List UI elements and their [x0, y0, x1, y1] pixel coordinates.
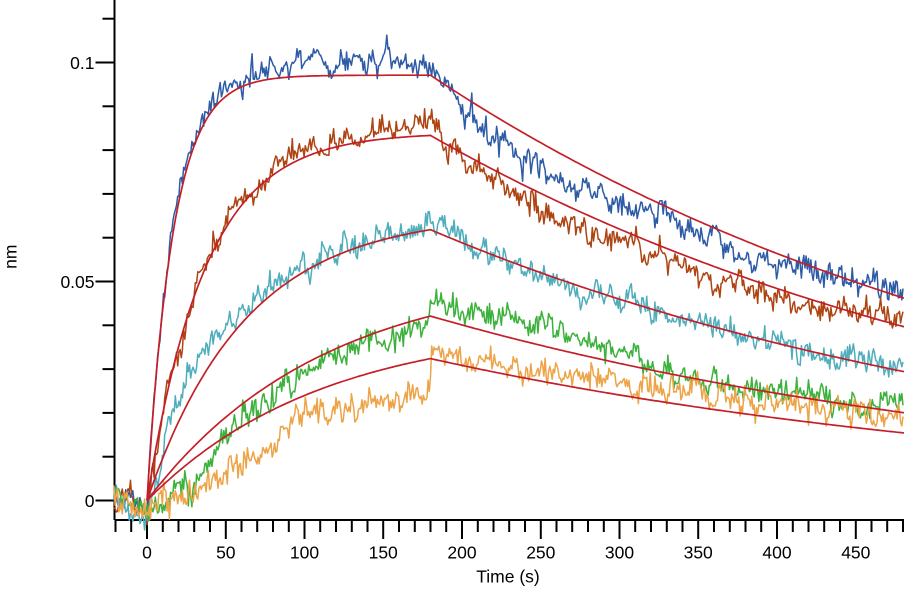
svg-text:0: 0	[142, 543, 152, 563]
svg-text:150: 150	[369, 543, 398, 563]
svg-text:Time (s): Time (s)	[476, 567, 540, 587]
svg-text:200: 200	[447, 543, 476, 563]
svg-text:50: 50	[216, 543, 236, 563]
svg-text:350: 350	[684, 543, 713, 563]
svg-text:250: 250	[526, 543, 555, 563]
svg-text:0.05: 0.05	[60, 272, 94, 292]
svg-text:300: 300	[605, 543, 634, 563]
svg-text:nm: nm	[1, 245, 21, 269]
svg-text:100: 100	[290, 543, 319, 563]
svg-text:450: 450	[841, 543, 870, 563]
svg-text:0: 0	[85, 491, 95, 511]
svg-text:0.1: 0.1	[70, 53, 94, 73]
svg-text:400: 400	[762, 543, 791, 563]
